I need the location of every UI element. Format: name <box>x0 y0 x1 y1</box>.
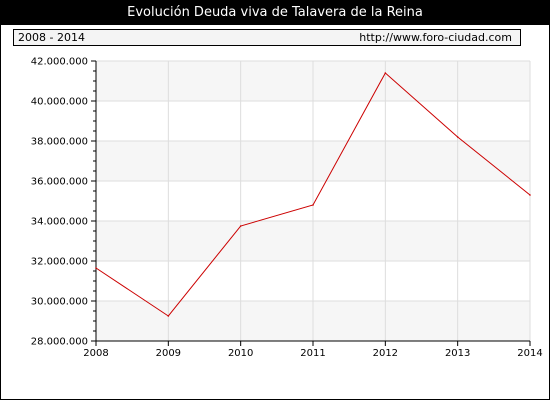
data-point <box>167 315 170 317</box>
y-tick-label: 36.000.000 <box>31 177 88 188</box>
source-url[interactable]: http://www.foro-ciudad.com <box>359 31 512 44</box>
period-label: 2008 - 2014 <box>18 31 85 44</box>
y-tick-label: 42.000.000 <box>31 57 88 68</box>
x-tick-label: 2009 <box>156 348 181 359</box>
y-tick-label: 32.000.000 <box>31 257 88 268</box>
y-tick-label: 30.000.000 <box>31 297 88 308</box>
y-tick-label: 34.000.000 <box>31 217 88 228</box>
data-point <box>239 225 242 227</box>
x-tick-label: 2013 <box>445 348 470 359</box>
data-point <box>384 72 387 74</box>
data-point <box>312 204 314 206</box>
chart-title: Evolución Deuda viva de Talavera de la R… <box>1 1 549 25</box>
y-tick-label: 28.000.000 <box>31 337 88 348</box>
y-tick-label: 38.000.000 <box>31 137 88 148</box>
x-tick-label: 2010 <box>228 348 253 359</box>
x-tick-label: 2011 <box>300 348 325 359</box>
x-tick-label: 2014 <box>517 348 542 359</box>
data-point <box>456 136 459 138</box>
data-point <box>529 194 531 196</box>
x-tick-label: 2008 <box>83 348 108 359</box>
data-point <box>95 267 97 269</box>
info-bar: 2008 - 2014 http://www.foro-ciudad.com <box>13 29 521 46</box>
y-tick-label: 40.000.000 <box>31 97 88 108</box>
x-tick-label: 2012 <box>373 348 398 359</box>
